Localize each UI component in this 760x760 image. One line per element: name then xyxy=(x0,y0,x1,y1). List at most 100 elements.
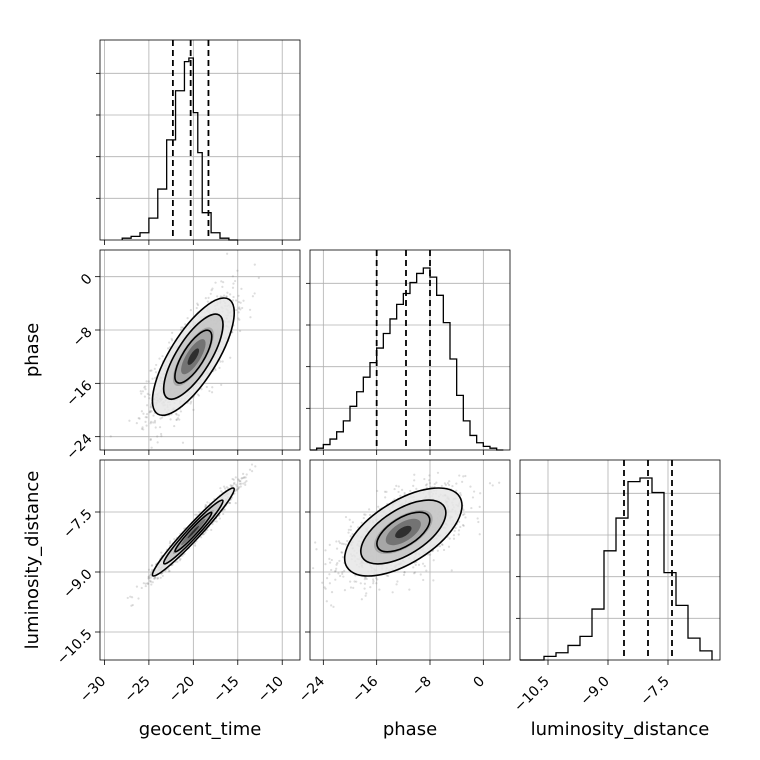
sample-point xyxy=(413,571,417,574)
sample-point xyxy=(230,484,233,488)
sample-point xyxy=(423,565,426,568)
sample-point xyxy=(471,496,475,499)
x-tick-label: −30 xyxy=(77,674,109,706)
sample-point xyxy=(156,435,159,438)
contour-line xyxy=(162,499,224,565)
sample-point xyxy=(433,482,436,486)
sample-point xyxy=(229,356,232,359)
panel-frame xyxy=(99,249,301,451)
sample-point xyxy=(441,543,444,546)
sample-point xyxy=(159,417,162,420)
sample-point xyxy=(337,572,340,575)
panel-content xyxy=(312,457,501,608)
sample-point xyxy=(149,422,152,425)
sample-point xyxy=(211,386,214,389)
sample-point xyxy=(158,357,161,360)
sample-point xyxy=(149,579,152,582)
x-tick-label: −24 xyxy=(296,673,328,705)
contour-line xyxy=(360,499,447,565)
sample-point xyxy=(149,580,153,583)
sample-point xyxy=(351,521,354,524)
sample-point xyxy=(344,543,347,546)
x-tick-label: −8 xyxy=(409,674,435,700)
sample-point xyxy=(240,287,243,290)
sample-point xyxy=(215,520,218,523)
sample-point xyxy=(462,475,465,478)
sample-point xyxy=(344,515,348,519)
sample-point xyxy=(152,414,155,417)
sample-point xyxy=(221,360,224,363)
sample-point xyxy=(363,513,366,516)
sample-point xyxy=(140,586,143,590)
sample-point xyxy=(231,299,235,302)
sample-point xyxy=(360,521,363,524)
histogram-step xyxy=(520,477,713,661)
sample-point xyxy=(240,477,243,480)
sample-point xyxy=(128,419,131,422)
sample-point xyxy=(208,389,211,393)
sample-point xyxy=(412,572,416,575)
sample-point xyxy=(234,502,237,505)
sample-point xyxy=(153,419,157,422)
sample-point xyxy=(363,582,366,585)
sample-point xyxy=(151,564,154,567)
sample-point xyxy=(452,537,456,540)
sample-point xyxy=(145,380,148,383)
sample-point xyxy=(149,409,152,412)
sample-point xyxy=(248,308,252,311)
sample-point xyxy=(438,545,442,548)
sample-point xyxy=(422,578,425,582)
sample-point xyxy=(337,540,341,543)
sample-point xyxy=(456,457,458,459)
sample-point xyxy=(144,584,147,588)
sample-point xyxy=(235,483,238,486)
sample-point xyxy=(153,577,156,580)
sample-point xyxy=(478,533,481,536)
y-tick-label: −16 xyxy=(63,378,95,410)
y-tick-label: −10.5 xyxy=(54,626,96,668)
sample-point xyxy=(470,506,473,510)
sample-point xyxy=(148,397,151,400)
sample-point xyxy=(448,480,451,483)
sample-point xyxy=(149,574,152,577)
sample-point xyxy=(146,582,149,585)
sample-point xyxy=(242,472,245,475)
sample-point xyxy=(452,534,456,537)
sample-point xyxy=(330,604,333,607)
sample-point xyxy=(328,573,331,576)
sample-point xyxy=(314,541,317,544)
sample-point xyxy=(147,575,151,578)
sample-point xyxy=(231,484,234,487)
sample-point xyxy=(476,517,479,520)
sample-point xyxy=(229,484,232,487)
sample-point xyxy=(362,517,365,520)
sample-point xyxy=(142,412,145,415)
panel-background xyxy=(100,40,300,240)
y-tick-label: −7.5 xyxy=(60,506,95,541)
sample-point xyxy=(364,576,367,579)
panel-frame xyxy=(519,459,721,661)
sample-point xyxy=(189,309,192,312)
sample-point xyxy=(253,263,256,266)
sample-point xyxy=(153,367,156,370)
sample-point xyxy=(249,316,252,319)
sample-point xyxy=(148,393,151,396)
sample-point xyxy=(254,465,257,468)
sample-point xyxy=(443,482,446,485)
sample-point xyxy=(472,490,476,493)
sample-point xyxy=(334,578,337,581)
sample-point xyxy=(210,391,214,394)
sample-point xyxy=(335,540,338,543)
sample-point xyxy=(161,416,164,419)
sample-point xyxy=(206,528,209,532)
sample-point xyxy=(158,426,162,429)
sample-point xyxy=(178,559,181,562)
sample-point xyxy=(451,484,454,488)
sample-point xyxy=(206,300,209,303)
sample-point xyxy=(232,282,235,285)
sample-point xyxy=(179,410,183,413)
sample-point xyxy=(148,411,151,414)
sample-point xyxy=(147,568,151,571)
sample-point xyxy=(448,537,451,540)
